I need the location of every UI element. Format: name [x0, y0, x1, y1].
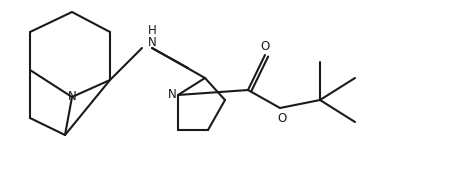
Text: N: N [168, 89, 177, 102]
Text: H: H [148, 24, 156, 37]
Text: N: N [148, 35, 156, 49]
Text: N: N [68, 90, 77, 104]
Text: O: O [277, 111, 287, 125]
Text: O: O [261, 39, 269, 52]
